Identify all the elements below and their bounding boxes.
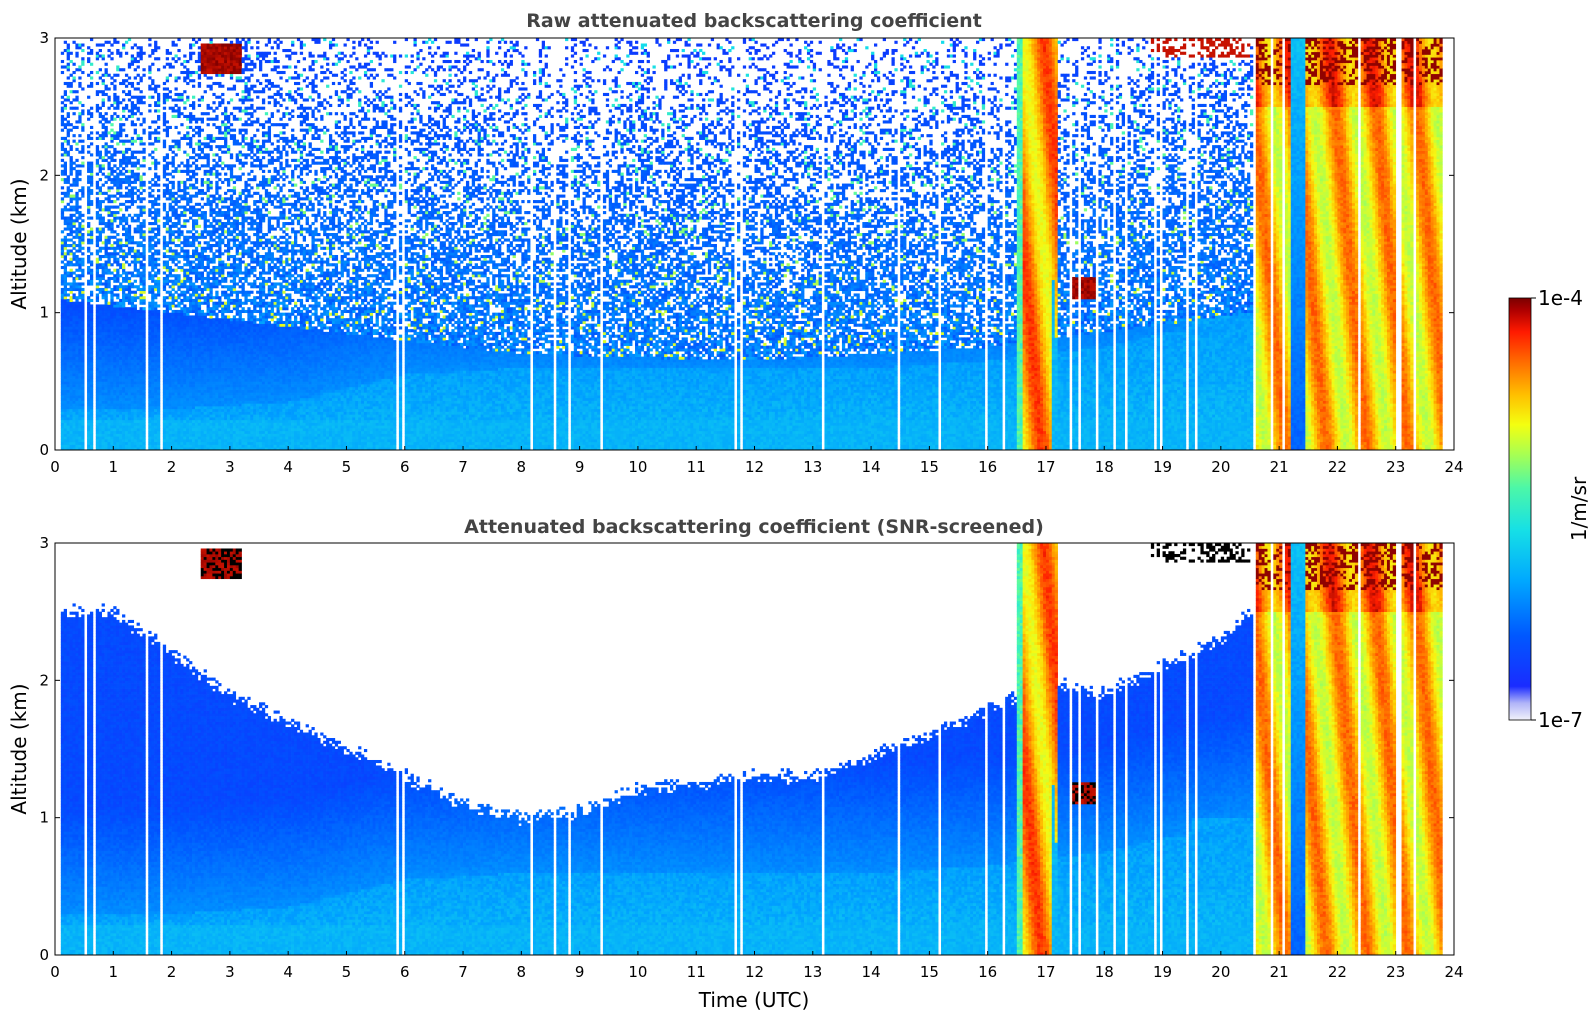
x-tick-label: 1 (109, 963, 119, 981)
x-tick-label: 22 (1328, 963, 1347, 981)
x-tick-label: 3 (225, 458, 235, 476)
x-tick-label: 6 (400, 963, 410, 981)
x-tick-label: 2 (167, 963, 177, 981)
colorbar-min-label: 1e-7 (1538, 708, 1583, 732)
x-tick-label: 11 (687, 458, 706, 476)
colorbar-unit-label: 1/m/sr (1567, 476, 1591, 541)
x-tick-label: 15 (920, 963, 939, 981)
x-tick-label: 22 (1328, 458, 1347, 476)
x-tick-label: 14 (862, 458, 881, 476)
y-tick-label: 2 (39, 166, 49, 184)
x-axis-label: Time (UTC) (698, 988, 810, 1012)
x-tick-label: 4 (283, 963, 293, 981)
figure: Raw attenuated backscattering coefficien… (0, 0, 1595, 1020)
x-tick-label: 0 (50, 963, 60, 981)
x-tick-label: 1 (109, 458, 119, 476)
x-tick-label: 24 (1444, 963, 1463, 981)
panel-raw-title: Raw attenuated backscattering coefficien… (526, 10, 982, 32)
y-tick-label: 3 (39, 534, 49, 552)
panel-screened-title: Attenuated backscattering coefficient (S… (464, 516, 1044, 538)
x-tick-label: 15 (920, 458, 939, 476)
x-tick-label: 20 (1211, 458, 1230, 476)
x-tick-label: 18 (1095, 458, 1114, 476)
panel-screened-y-axis-label: Altitude (km) (7, 683, 31, 814)
x-tick-label: 16 (978, 458, 997, 476)
y-tick-label: 0 (39, 946, 49, 964)
colorbar: 1e-4 1e-7 1/m/sr (1509, 286, 1591, 732)
x-tick-label: 8 (517, 458, 527, 476)
panel-screened: Attenuated backscattering coefficient (S… (7, 516, 1464, 1012)
x-tick-label: 21 (1270, 458, 1289, 476)
panel-raw-y-axis-label: Altitude (km) (7, 178, 31, 309)
x-tick-label: 3 (225, 963, 235, 981)
x-tick-label: 17 (1036, 963, 1055, 981)
x-tick-label: 8 (517, 963, 527, 981)
colorbar-gradient (1509, 298, 1531, 720)
x-tick-label: 13 (803, 458, 822, 476)
x-tick-label: 23 (1386, 458, 1405, 476)
x-tick-label: 0 (50, 458, 60, 476)
x-tick-label: 6 (400, 458, 410, 476)
x-tick-label: 10 (628, 963, 647, 981)
x-tick-label: 5 (342, 963, 352, 981)
x-tick-label: 18 (1095, 963, 1114, 981)
x-tick-label: 11 (687, 963, 706, 981)
x-tick-label: 20 (1211, 963, 1230, 981)
x-tick-label: 2 (167, 458, 177, 476)
x-tick-label: 9 (575, 458, 585, 476)
x-tick-label: 21 (1270, 963, 1289, 981)
x-tick-label: 19 (1153, 458, 1172, 476)
x-tick-label: 9 (575, 963, 585, 981)
x-tick-label: 13 (803, 963, 822, 981)
x-tick-label: 16 (978, 963, 997, 981)
x-tick-label: 19 (1153, 963, 1172, 981)
x-tick-label: 4 (283, 458, 293, 476)
x-tick-label: 24 (1444, 458, 1463, 476)
x-tick-label: 10 (628, 458, 647, 476)
x-tick-label: 14 (862, 963, 881, 981)
y-tick-label: 1 (39, 809, 49, 827)
x-tick-label: 23 (1386, 963, 1405, 981)
panel-screened-plot (55, 543, 1454, 955)
panel-raw-plot (55, 38, 1454, 450)
x-tick-label: 5 (342, 458, 352, 476)
y-tick-label: 3 (39, 29, 49, 47)
y-tick-label: 1 (39, 304, 49, 322)
x-tick-label: 12 (745, 458, 764, 476)
x-tick-label: 17 (1036, 458, 1055, 476)
x-tick-label: 7 (458, 963, 468, 981)
y-tick-label: 0 (39, 441, 49, 459)
panel-raw: Raw attenuated backscattering coefficien… (7, 10, 1464, 476)
y-tick-label: 2 (39, 671, 49, 689)
x-tick-label: 12 (745, 963, 764, 981)
colorbar-max-label: 1e-4 (1538, 286, 1583, 310)
x-tick-label: 7 (458, 458, 468, 476)
